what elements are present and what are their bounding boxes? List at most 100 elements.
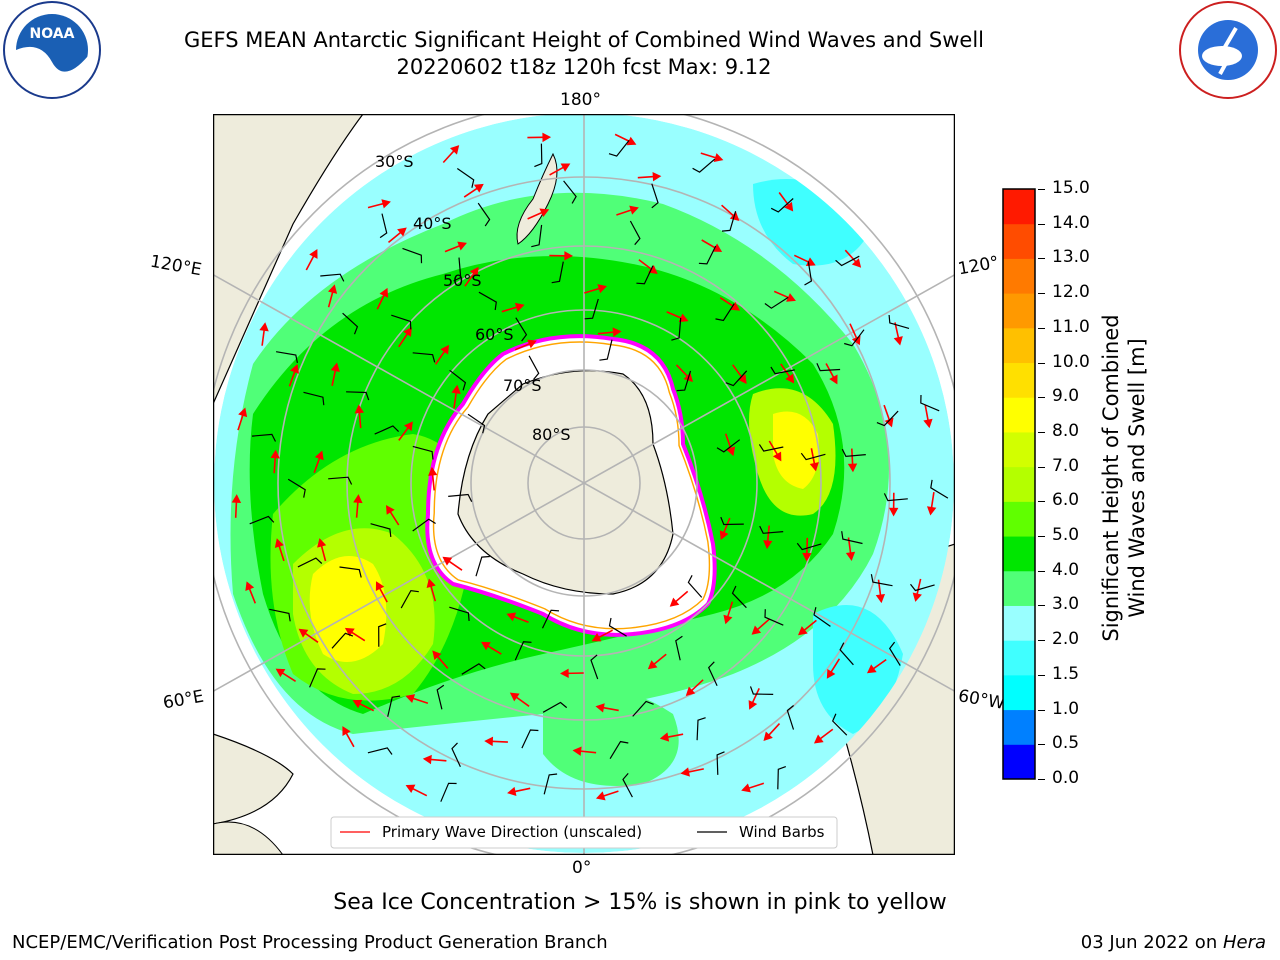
wind-barb bbox=[320, 273, 345, 282]
wind-barb bbox=[521, 729, 539, 749]
wave-arrow-head bbox=[786, 293, 796, 302]
wind-barb bbox=[692, 158, 716, 173]
wind-barb bbox=[651, 183, 659, 209]
colorbar-segment bbox=[1003, 744, 1035, 780]
wave-arrow-head bbox=[678, 313, 689, 323]
wind-barb bbox=[671, 317, 682, 341]
wind-barb bbox=[777, 766, 787, 790]
wind-barb bbox=[400, 589, 419, 609]
wave-arrow-head bbox=[713, 153, 724, 163]
wind-barb bbox=[514, 641, 532, 661]
wind-barb bbox=[367, 747, 393, 755]
wave-arrow-head bbox=[405, 784, 416, 794]
wind-barb bbox=[478, 291, 497, 311]
wave-arrow-head bbox=[726, 446, 736, 457]
wave-arrow-head bbox=[344, 627, 355, 637]
wave-arrow-head bbox=[442, 556, 453, 566]
wind-barb bbox=[449, 606, 470, 621]
colorbar-tick-mark bbox=[1038, 293, 1045, 295]
wind-barb bbox=[715, 303, 735, 322]
wave-arrow-head bbox=[912, 592, 922, 602]
wind-barb bbox=[759, 525, 784, 534]
lon-label-180: 180° bbox=[560, 90, 601, 110]
wave-arrow-head bbox=[847, 463, 858, 473]
wave-arrow-head bbox=[685, 686, 696, 696]
wave-arrow-head bbox=[527, 339, 537, 349]
colorbar-tick-mark bbox=[1038, 189, 1045, 190]
wind-barb bbox=[831, 713, 848, 736]
wind-barb bbox=[770, 198, 794, 213]
colorbar-tick-mark bbox=[1038, 327, 1045, 329]
wave-arrow-head bbox=[712, 243, 723, 252]
wave-arrow-head bbox=[564, 251, 573, 261]
wind-barb bbox=[816, 363, 841, 372]
lon-label-120w: 120° bbox=[956, 252, 1001, 280]
wave-arrow-head bbox=[298, 628, 309, 638]
colorbar-tick-mark bbox=[1038, 674, 1045, 676]
wave-arrow-head bbox=[484, 736, 494, 747]
wave-arrow-head bbox=[723, 614, 733, 625]
colorbar-tick-label: 5.0 bbox=[1052, 525, 1080, 546]
wave-arrow-head bbox=[659, 732, 670, 742]
colorbar-tick-label: 0.0 bbox=[1052, 768, 1080, 788]
colorbar-segment bbox=[1003, 327, 1035, 364]
colorbar-tick-mark bbox=[1038, 466, 1045, 468]
colorbar-segment bbox=[1003, 223, 1035, 259]
wave-arrow-head bbox=[275, 668, 286, 678]
wave-arrow-head bbox=[785, 373, 795, 384]
wave-arrow-head bbox=[379, 287, 389, 298]
lon-label-120e: 120°E bbox=[148, 251, 204, 281]
wave-arrow-head bbox=[245, 581, 255, 592]
colorbar-tick-mark bbox=[1038, 744, 1045, 746]
wind-barb bbox=[696, 717, 706, 741]
wind-barb bbox=[387, 695, 401, 717]
wind-barb bbox=[675, 635, 683, 661]
colorbar-segment bbox=[1003, 536, 1035, 572]
wave-arrow-head bbox=[809, 462, 819, 472]
wave-arrow-head bbox=[802, 552, 812, 562]
wind-barb bbox=[475, 555, 490, 577]
colorbar-segment bbox=[1003, 640, 1035, 676]
wind-barb bbox=[402, 247, 423, 264]
wave-arrow-head bbox=[629, 205, 639, 215]
wind-barb bbox=[844, 329, 865, 347]
wave-arrow-head bbox=[405, 694, 416, 704]
wind-barb bbox=[297, 557, 323, 568]
lat-label-80s: 80°S bbox=[532, 425, 571, 444]
wave-arrow-head bbox=[591, 633, 602, 642]
colorbar-tick-mark bbox=[1038, 640, 1045, 642]
colorbar-segment bbox=[1003, 397, 1035, 433]
colorbar-tick-mark bbox=[1038, 709, 1045, 711]
wind-barb bbox=[720, 516, 744, 526]
wind-barb bbox=[251, 433, 277, 442]
graticule bbox=[213, 114, 955, 855]
wave-arrow-head bbox=[669, 597, 680, 607]
wave-arrow-head bbox=[560, 668, 569, 679]
wind-barb bbox=[883, 493, 908, 502]
wind-barb bbox=[910, 583, 935, 592]
wave-arrow-head bbox=[381, 199, 391, 209]
wave-arrow-head bbox=[473, 183, 484, 193]
wind-barb bbox=[541, 609, 560, 629]
colorbar-tick-mark bbox=[1038, 258, 1045, 260]
wave-arrow-head bbox=[926, 506, 937, 516]
noaa-logo-text: NOAA bbox=[30, 26, 75, 42]
chart-title: GEFS MEAN Antarctic Significant Height o… bbox=[183, 28, 985, 52]
wind-barb bbox=[449, 369, 467, 391]
wind-barb bbox=[608, 140, 630, 157]
colorbar-label-line2: Wind Waves and Swell [m] bbox=[1125, 338, 1149, 618]
wave-arrow-head bbox=[432, 650, 442, 660]
wind-barb bbox=[412, 518, 436, 532]
wind-barb bbox=[599, 339, 613, 361]
wind-barb bbox=[764, 609, 784, 626]
wave-arrow-head bbox=[542, 132, 552, 143]
legend-primary-wave: Primary Wave Direction (unscaled) bbox=[382, 823, 642, 841]
colorbar-tick-mark bbox=[1038, 779, 1045, 780]
wind-barb bbox=[303, 391, 325, 406]
legend-wind-barbs: Wind Barbs bbox=[739, 823, 825, 841]
wind-barb bbox=[287, 478, 306, 498]
colorbar-segment bbox=[1003, 570, 1035, 606]
wind-barb bbox=[590, 654, 599, 680]
colorbar-segment bbox=[1003, 605, 1035, 641]
wind-barb bbox=[796, 542, 822, 551]
